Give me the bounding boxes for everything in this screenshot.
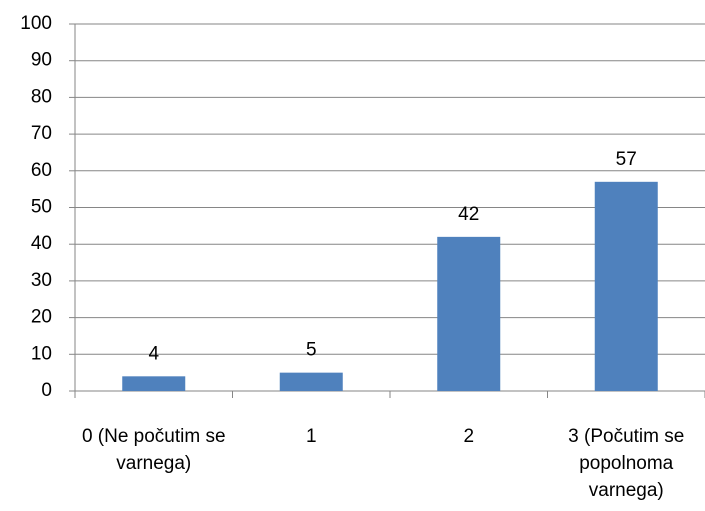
y-tick-label: 80 — [31, 86, 52, 107]
y-tick-label: 70 — [31, 123, 52, 144]
data-label: 5 — [306, 340, 317, 361]
y-tick-label: 50 — [31, 197, 52, 218]
bar — [122, 376, 186, 391]
y-tick-label: 90 — [31, 50, 52, 71]
y-tick-label: 30 — [31, 270, 52, 291]
bar — [437, 236, 501, 391]
y-tick-label: 20 — [31, 307, 52, 328]
bar — [279, 372, 343, 391]
x-tick-label: 2 — [463, 426, 475, 447]
y-tick-label: 60 — [31, 160, 52, 181]
x-tick-label: 0 (Ne počutim se varnega) — [81, 426, 226, 474]
x-tick-label: 3 (Počutim se popolnoma varnega) — [568, 426, 685, 501]
y-tick-label: 10 — [31, 343, 52, 364]
y-tick-label: 0 — [41, 380, 52, 401]
bar — [594, 181, 658, 391]
x-tick-label: 1 — [305, 426, 317, 447]
y-tick-label: 40 — [31, 233, 52, 254]
data-label: 4 — [148, 343, 159, 364]
y-tick-label: 100 — [20, 13, 52, 34]
data-label: 42 — [458, 204, 479, 225]
data-label: 57 — [616, 149, 637, 170]
